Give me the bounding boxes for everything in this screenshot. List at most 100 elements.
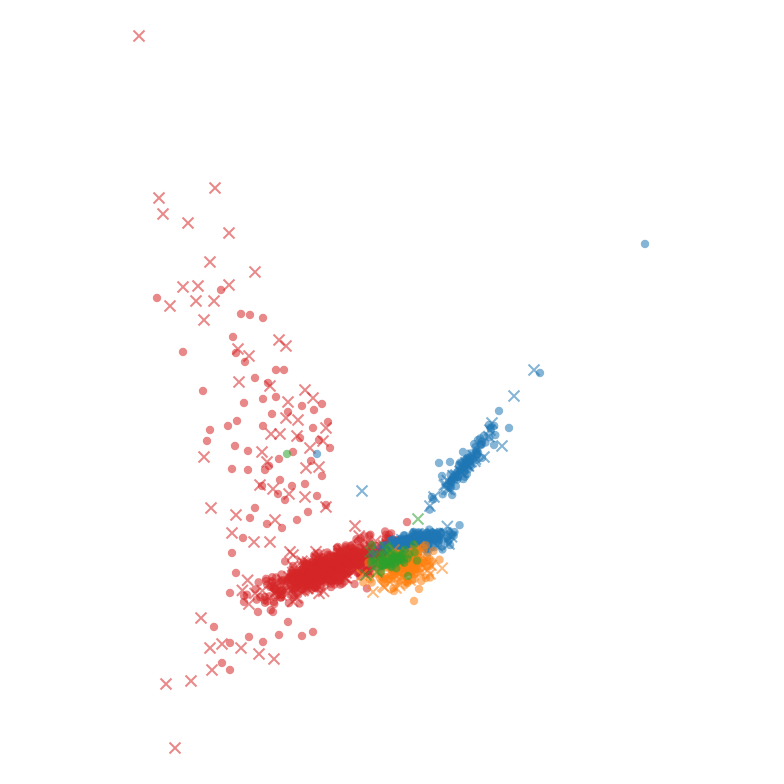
series-1-point [444,526,454,536]
series-0-cross [208,181,222,195]
series-0-point [283,617,293,627]
series-1-dense-point [455,521,464,530]
series-0-dense-point [283,575,293,584]
series-0-point [225,665,235,675]
series-0-cross [163,299,177,313]
series-1-point [458,447,468,457]
series-0-cross [204,501,218,515]
series-0-point [306,456,316,466]
series-1-cross [495,439,509,453]
series-0-cross [267,652,281,666]
series-0-point [239,398,249,408]
scatter-marks [132,29,650,755]
series-1-point [460,466,470,476]
series-2-dense-cross [385,573,399,587]
series-0-cross [268,513,282,527]
series-1-point [504,423,514,433]
series-0-point [232,416,242,426]
series-0-cross [181,216,195,230]
series-0-point [268,607,278,617]
series-0-point [297,631,307,641]
series-0-dense-point [280,557,290,566]
series-0-point [178,347,188,357]
series-0-point [258,637,268,647]
series-3-dense-point [392,564,401,573]
series-0-dense-point [335,563,344,572]
series-0-cross [247,535,261,549]
series-0-cross [319,421,333,435]
series-0-cross [197,450,211,464]
series-1-point [640,239,650,249]
series-0-cross [290,429,304,443]
series-0-point [243,465,253,475]
series-0-cross [176,280,190,294]
series-0-point [312,491,322,501]
series-1-point [473,435,483,445]
series-0-cross [255,445,269,459]
series-0-dense-point [254,578,263,587]
series-1-dense-point [414,528,423,537]
series-0-point [209,622,219,632]
series-0-cross [203,255,217,269]
series-0-dense-point [307,569,316,578]
series-0-cross [234,641,248,655]
series-0-point [274,454,284,464]
series-3-dense-point [412,556,422,565]
series-0-dense-point [313,574,323,583]
series-2-point [414,584,424,594]
series-0-point [292,515,302,525]
series-3-point [282,449,292,459]
series-3-cross [411,512,425,526]
series-0-dense-point [278,586,287,596]
series-1-point [445,457,455,467]
series-0-point [216,285,226,295]
series-0-cross [132,29,146,43]
series-0-cross [263,379,277,393]
series-2-dense-cross [435,561,449,575]
series-0-dense-cross [241,574,254,587]
series-0-point [239,597,249,607]
series-0-cross [273,427,287,441]
series-0-point [258,394,268,404]
series-0-point [280,495,290,505]
series-0-point [271,365,281,375]
series-0-cross [279,411,293,425]
series-0-point [279,365,289,375]
series-0-cross [260,455,274,469]
series-0-dense-point [332,543,342,553]
series-0-dense-point [326,582,336,592]
series-0-cross [282,487,296,501]
series-0-point [308,423,318,433]
series-0-dense-point [340,577,349,586]
series-0-dense-point [355,559,364,569]
series-0-point [230,441,240,451]
series-0-point [258,313,268,323]
series-1-point [489,440,499,450]
series-0-point [258,421,268,431]
series-0-cross [205,663,219,677]
series-0-point [275,475,285,485]
series-0-cross [253,478,267,492]
series-0-cross [319,500,333,514]
series-0-point [245,513,255,523]
series-0-dense-cross [296,584,310,597]
series-2-point [425,561,435,571]
series-0-cross [348,519,362,533]
series-0-point [267,409,277,419]
series-1-point [434,458,444,468]
series-0-cross [156,207,170,221]
series-1-dense-point [436,528,446,537]
series-0-cross [286,548,300,562]
series-0-point [245,310,255,320]
series-2-cross [376,579,390,593]
series-2-cross [389,581,403,595]
series-0-point [308,627,318,637]
series-0-point [300,479,310,489]
series-3-dense-point [400,545,409,554]
series-1-dense-point [425,505,434,514]
series-3-point [403,571,413,581]
series-0-cross [184,674,198,688]
series-0-point [205,425,215,435]
series-0-dense-point [321,563,331,572]
